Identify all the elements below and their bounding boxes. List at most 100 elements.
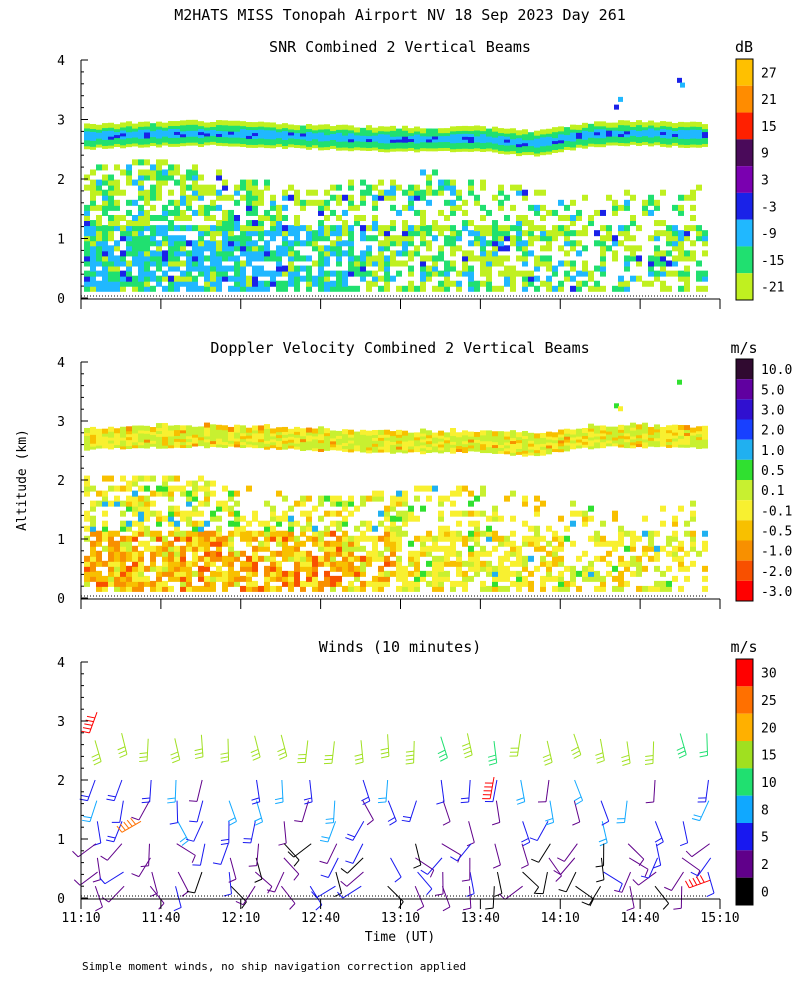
wind-barb-feather <box>437 749 446 755</box>
doppler-boundary-cell <box>228 490 234 497</box>
snr-boundary-cell <box>264 285 270 292</box>
snr-boundary-cell <box>294 240 300 247</box>
doppler-boundary-cell <box>426 560 432 567</box>
snr-layer-cell <box>366 137 372 143</box>
snr-layer-cell <box>486 134 492 140</box>
snr-layer-cell <box>240 136 246 142</box>
snr-layer-cell <box>228 126 234 132</box>
doppler-boundary-cell <box>360 495 366 502</box>
snr-boundary-cell <box>354 255 360 262</box>
snr-boundary-cell <box>390 275 396 282</box>
doppler-boundary-cell <box>270 550 276 557</box>
doppler-boundary-cell <box>240 530 246 537</box>
snr-boundary-cell <box>288 250 294 257</box>
snr-layer-cell <box>174 124 180 130</box>
doppler-boundary-cell <box>522 565 528 572</box>
snr-boundary-cell <box>654 270 660 277</box>
snr-boundary-cell <box>108 275 114 282</box>
snr-boundary-cell <box>90 255 96 262</box>
doppler-boundary-cell <box>450 510 456 517</box>
doppler-boundary-cell <box>150 550 156 557</box>
snr-boundary-cell <box>138 169 144 176</box>
doppler-boundary-cell <box>210 550 216 557</box>
wind-barb-feather <box>220 756 229 759</box>
wind-barb-feather <box>460 797 470 800</box>
doppler-boundary-cell <box>462 510 468 517</box>
wind-barb <box>442 800 451 826</box>
snr-boundary-cell <box>270 275 276 282</box>
snr-boundary-cell <box>252 179 258 186</box>
snr-boundary-cell <box>252 204 258 211</box>
doppler-boundary-cell <box>186 520 192 527</box>
snr-boundary-cell <box>444 275 450 282</box>
snr-boundary-cell <box>408 255 414 262</box>
wind-barb-shaft <box>494 843 501 866</box>
snr-layer-cell <box>600 133 606 139</box>
doppler-layer-cell <box>600 434 606 440</box>
doppler-layer-cell <box>342 438 348 444</box>
snr-colorbar-swatch <box>736 219 753 247</box>
doppler-layer-cell <box>102 428 108 434</box>
snr-boundary-cell <box>234 260 240 267</box>
snr-boundary-cell <box>282 214 288 221</box>
snr-boundary-cell <box>402 189 408 196</box>
snr-boundary-cell <box>210 285 216 292</box>
snr-boundary-cell <box>342 194 348 201</box>
snr-boundary-cell <box>624 280 630 287</box>
doppler-layer-cell <box>378 438 384 444</box>
doppler-layer-cell <box>378 447 384 453</box>
doppler-boundary-cell <box>444 575 450 582</box>
snr-layer-cell <box>408 134 414 140</box>
snr-layer-cell <box>306 144 312 150</box>
doppler-layer-cell <box>684 436 690 442</box>
snr-boundary-cell <box>108 220 114 227</box>
doppler-boundary-cell <box>114 530 120 537</box>
doppler-boundary-cell <box>390 525 396 532</box>
doppler-boundary-cell <box>390 530 396 537</box>
snr-layer-cell <box>120 128 126 134</box>
wind-barb <box>627 843 645 866</box>
snr-layer-cell <box>126 139 132 145</box>
wind-barb-feather <box>366 819 374 826</box>
doppler-layer-cell <box>498 448 504 454</box>
snr-boundary-cell <box>288 245 294 252</box>
doppler-boundary-cell <box>330 585 336 592</box>
snr-boundary-cell <box>534 189 540 196</box>
wind-barb-feather <box>413 864 422 869</box>
snr-layer-cell <box>462 143 468 149</box>
doppler-boundary-cell <box>546 540 552 547</box>
snr-boundary-cell <box>96 280 102 287</box>
snr-boundary-cell <box>462 209 468 216</box>
doppler-layer-cell <box>660 438 666 444</box>
snr-boundary-cell <box>414 225 420 232</box>
snr-boundary-cell <box>228 285 234 292</box>
snr-layer-cell <box>426 134 432 140</box>
doppler-boundary-cell <box>384 535 390 542</box>
doppler-layer-cell <box>558 444 564 450</box>
snr-boundary-cell <box>132 220 138 227</box>
snr-layer-cell <box>132 138 138 144</box>
doppler-boundary-cell <box>354 570 360 577</box>
snr-boundary-cell <box>576 214 582 221</box>
snr-boundary-cell <box>270 225 276 232</box>
snr-boundary-cell <box>630 275 636 282</box>
snr-colorbar-swatch <box>736 273 753 300</box>
snr-layer-cell <box>702 141 708 147</box>
snr-layer-cell <box>102 137 108 143</box>
doppler-boundary-cell <box>126 565 132 572</box>
doppler-boundary-cell <box>186 540 192 547</box>
doppler-boundary-cell <box>462 560 468 567</box>
snr-layer-cell <box>654 122 660 128</box>
snr-boundary-cell <box>144 255 150 262</box>
wind-barb-feather <box>118 750 127 755</box>
doppler-boundary-cell <box>408 515 414 522</box>
doppler-layer-cell <box>258 431 264 437</box>
wind-barb <box>176 843 196 863</box>
snr-isolated-echo <box>677 77 682 83</box>
snr-boundary-cell <box>342 285 348 292</box>
doppler-layer-cell <box>480 448 486 454</box>
doppler-layer-cell <box>168 434 174 440</box>
doppler-boundary-cell <box>216 505 222 512</box>
doppler-boundary-cell <box>246 520 252 527</box>
doppler-boundary-cell <box>330 530 336 537</box>
